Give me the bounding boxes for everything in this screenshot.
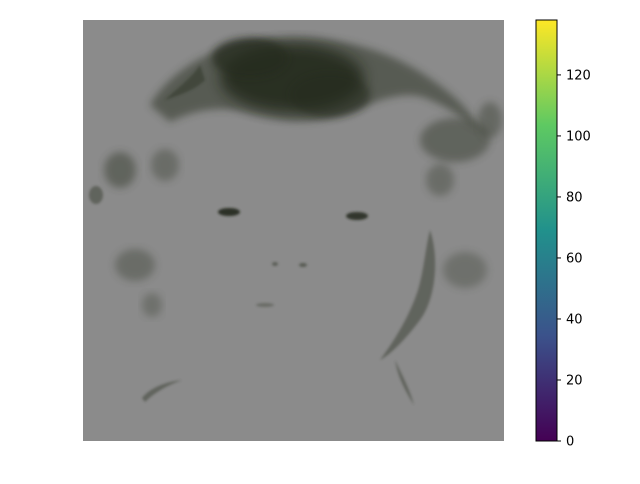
hair-outer-region xyxy=(150,37,480,130)
hair-outer-region xyxy=(165,65,205,100)
right-eye-region xyxy=(346,212,368,220)
colorbar-gradient xyxy=(536,20,557,441)
hair-right-region xyxy=(420,118,490,162)
neck-right-region xyxy=(395,360,414,405)
colorbar-frame xyxy=(535,19,558,442)
colorbar-tick-label: 0 xyxy=(566,435,574,450)
left-eye-region xyxy=(218,208,240,216)
hair-left-region xyxy=(89,186,103,204)
mouth-region xyxy=(256,303,274,307)
nostril-region xyxy=(272,262,278,266)
nostril-region xyxy=(299,263,307,267)
heatmap-image xyxy=(83,20,504,441)
hair-right-region xyxy=(426,164,454,196)
colorbar-tick-label: 40 xyxy=(566,312,583,327)
colorbar-tick-label: 100 xyxy=(566,129,591,144)
dark-regions xyxy=(89,37,502,405)
chin-left-region xyxy=(142,380,182,402)
colorbar-tick-label: 80 xyxy=(566,190,583,205)
hair-left-region xyxy=(104,152,136,188)
colorbar-ticks: 0 20 40 60 80 100 120 xyxy=(557,68,591,450)
hair-right-region xyxy=(478,102,502,138)
hair-left-region xyxy=(115,249,155,281)
jaw-right-region xyxy=(380,230,436,360)
jaw-right-region xyxy=(443,252,487,288)
hair-left-region xyxy=(142,293,162,317)
colorbar-tick-label: 60 xyxy=(566,251,583,266)
hair-left-region xyxy=(151,149,179,181)
colorbar-tick-label: 120 xyxy=(566,68,591,83)
colorbar-tick-label: 20 xyxy=(566,373,583,388)
colorbar: 0 20 40 60 80 100 120 xyxy=(535,19,591,450)
